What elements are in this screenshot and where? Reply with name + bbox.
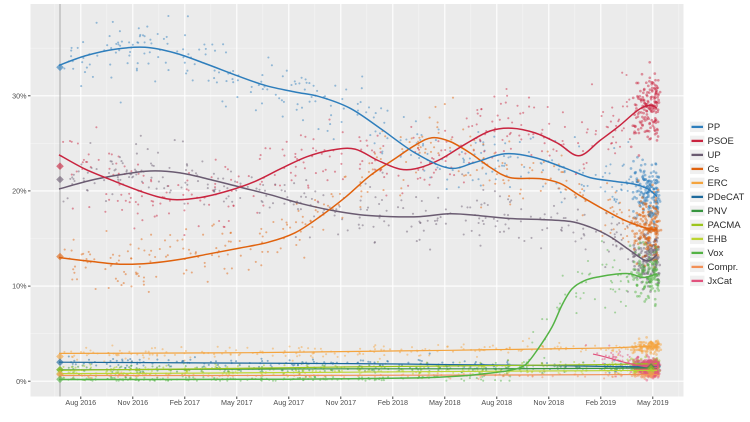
svg-text:ERC: ERC bbox=[708, 178, 728, 189]
svg-text:PACMA: PACMA bbox=[708, 220, 742, 231]
svg-text:Feb 2017: Feb 2017 bbox=[170, 398, 200, 407]
svg-text:30%: 30% bbox=[12, 91, 27, 100]
svg-text:UP: UP bbox=[708, 150, 721, 161]
svg-text:Compr.: Compr. bbox=[708, 262, 739, 273]
svg-text:May 2019: May 2019 bbox=[637, 398, 669, 407]
svg-text:PSOE: PSOE bbox=[708, 136, 734, 147]
svg-text:Nov 2016: Nov 2016 bbox=[117, 398, 148, 407]
svg-text:Nov 2017: Nov 2017 bbox=[325, 398, 356, 407]
svg-text:10%: 10% bbox=[12, 282, 27, 291]
svg-text:20%: 20% bbox=[12, 187, 27, 196]
svg-text:EHB: EHB bbox=[708, 234, 728, 245]
svg-text:0%: 0% bbox=[16, 377, 27, 386]
svg-text:Aug 2017: Aug 2017 bbox=[273, 398, 304, 407]
svg-text:Feb 2018: Feb 2018 bbox=[378, 398, 408, 407]
svg-text:PP: PP bbox=[708, 122, 721, 133]
svg-text:Aug 2016: Aug 2016 bbox=[65, 398, 96, 407]
svg-text:Vox: Vox bbox=[708, 248, 724, 259]
svg-text:Nov 2018: Nov 2018 bbox=[533, 398, 564, 407]
svg-text:PDeCAT: PDeCAT bbox=[708, 192, 745, 203]
svg-text:Feb 2019: Feb 2019 bbox=[586, 398, 616, 407]
svg-text:May 2017: May 2017 bbox=[221, 398, 253, 407]
svg-text:Aug 2018: Aug 2018 bbox=[481, 398, 512, 407]
svg-text:PNV: PNV bbox=[708, 206, 728, 217]
svg-text:May 2018: May 2018 bbox=[429, 398, 461, 407]
svg-text:Cs: Cs bbox=[708, 164, 720, 175]
svg-text:JxCat: JxCat bbox=[708, 276, 733, 287]
